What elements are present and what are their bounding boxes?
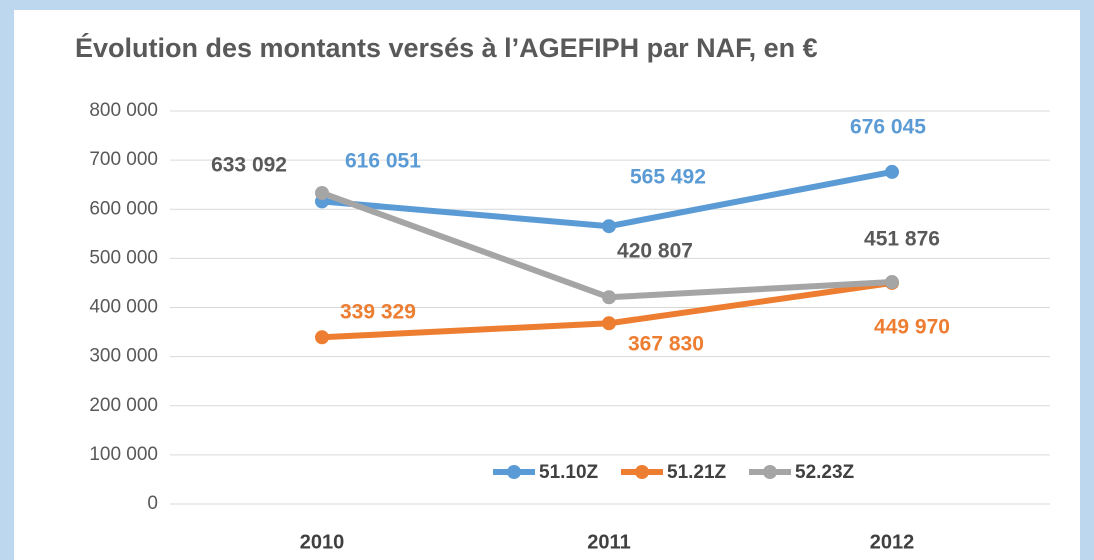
chart-panel <box>14 10 1080 560</box>
data-point <box>602 290 616 305</box>
y-tick-label: 700 000 <box>89 149 158 170</box>
data-label: 339 329 <box>340 301 416 324</box>
y-tick-label: 100 000 <box>89 444 158 465</box>
x-tick-label: 2012 <box>870 531 915 553</box>
data-label: 420 807 <box>617 240 693 263</box>
data-label: 451 876 <box>864 228 940 251</box>
y-tick-label: 600 000 <box>89 198 158 219</box>
y-tick-label: 200 000 <box>89 395 158 416</box>
data-point <box>885 275 899 290</box>
y-tick-label: 500 000 <box>89 247 158 268</box>
legend-marker <box>507 465 521 479</box>
data-label: 367 830 <box>628 333 704 356</box>
x-tick-label: 2010 <box>300 531 345 553</box>
data-point <box>885 164 899 179</box>
legend-label: 51.21Z <box>667 462 727 483</box>
y-tick-label: 300 000 <box>89 346 158 367</box>
data-point <box>602 316 616 331</box>
chart-title: Évolution des montants versés à l’AGEFIP… <box>75 32 818 63</box>
legend-marker <box>763 465 777 479</box>
data-label: 676 045 <box>850 116 926 139</box>
data-label: 633 092 <box>211 154 287 177</box>
data-point <box>315 185 329 200</box>
data-label: 565 492 <box>630 166 706 189</box>
y-tick-label: 0 <box>147 493 158 514</box>
legend-marker <box>635 465 649 479</box>
y-tick-label: 400 000 <box>89 297 158 318</box>
x-tick-label: 2011 <box>587 531 630 553</box>
data-label: 449 970 <box>874 316 950 339</box>
data-label: 616 051 <box>345 150 421 173</box>
legend-label: 51.10Z <box>539 462 599 483</box>
data-point <box>602 219 616 234</box>
y-tick-label: 800 000 <box>89 100 158 121</box>
data-point <box>315 330 329 345</box>
legend-label: 52.23Z <box>795 462 855 483</box>
